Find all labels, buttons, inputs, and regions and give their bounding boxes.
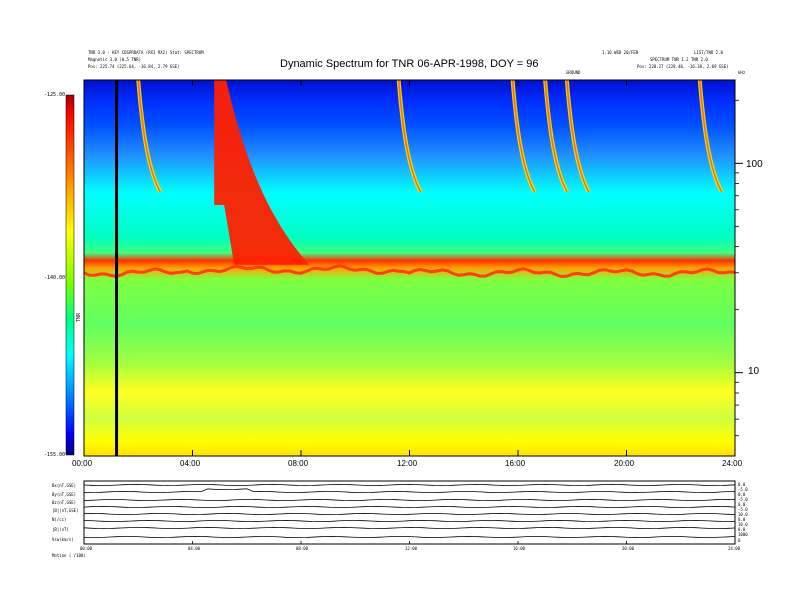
bottom-right-label: 0	[738, 538, 741, 543]
bottom-panel-ticks	[83, 541, 736, 544]
bottom-left-label: Bz(nT,GSE)	[52, 500, 77, 505]
type-iii-burst-core	[698, 79, 723, 193]
bottom-footer: Motion ( /100)	[52, 553, 86, 558]
bottom-right-label: 0.0	[738, 527, 746, 532]
bottom-trace	[83, 512, 736, 516]
bottom-trace	[83, 535, 736, 539]
header-right-position: Pos: 228.27 (228.48, -16.38, 2.69 GSE)	[637, 64, 729, 69]
x-tick-label: 00:00	[72, 459, 93, 468]
strong-burst	[214, 80, 310, 265]
bottom-right-label: 0.0	[738, 502, 746, 507]
bottom-x-tick-label: 20:00	[622, 546, 635, 551]
colorbar-tick: -140.00	[44, 275, 66, 281]
bottom-left-label: |B|(nT)	[52, 527, 69, 532]
header-right-line1: 1.10 WED 20/FEB	[602, 50, 639, 55]
bottom-x-tick-label: 04:00	[188, 546, 201, 551]
x-tick-label: 08:00	[288, 459, 309, 468]
bottom-right-label: -5.0	[738, 507, 748, 512]
spectrogram-features	[83, 79, 736, 456]
bottom-x-tick-label: 00:00	[80, 546, 93, 551]
colorbar-tick: -125.00	[44, 92, 66, 98]
x-axis-ticks	[83, 80, 736, 456]
type-iii-burst-core	[137, 79, 161, 193]
bottom-left-label: Bx(nT,GSE)	[52, 483, 77, 488]
bottom-left-label: |B|(nT,GSE)	[52, 508, 79, 513]
colorbar-label: TNR	[76, 312, 82, 322]
header-right-line2: LIST/TNR 2.0	[694, 50, 723, 55]
type-iii-burst-core	[544, 79, 568, 193]
y-tick-label: 100	[746, 159, 763, 170]
bottom-left-label: N(/cc)	[52, 517, 67, 522]
unit-label: kHz	[738, 70, 746, 75]
bottom-panel-traces	[83, 483, 736, 539]
x-tick-label: 12:00	[397, 459, 418, 468]
type-iii-burst-core	[511, 79, 536, 193]
bottom-right-label: 1000	[738, 532, 748, 537]
x-tick-label: 24:00	[722, 459, 743, 468]
bottom-right-label: 10.0	[738, 512, 748, 517]
colorbar	[65, 94, 75, 456]
bottom-x-tick-label: 12:00	[405, 546, 418, 551]
bottom-panel-frame	[83, 480, 736, 545]
bottom-trace	[83, 505, 736, 509]
y-tick-label: 10	[748, 366, 760, 377]
type-iii-burst-core	[397, 79, 422, 193]
bottom-x-tick-label: 24:00	[728, 546, 741, 551]
x-tick-label: 20:00	[614, 459, 635, 468]
bottom-x-tick-label: 16:00	[513, 546, 526, 551]
bottom-right-label: 10.0	[738, 522, 748, 527]
bottom-right-label: 0.0	[738, 517, 746, 522]
bottom-left-label: By(nT,GSE)	[52, 492, 77, 497]
header-left-line2: Magnetic 3.0 (0.5 TNR)	[88, 57, 141, 62]
bottom-right-label: -5.0	[738, 497, 748, 502]
x-tick-label: 16:00	[505, 459, 526, 468]
bottom-x-tick-label: 08:00	[296, 546, 309, 551]
bottom-right-label: -5.0	[738, 487, 748, 492]
type-iii-burst-core	[566, 79, 590, 193]
bottom-trace	[83, 498, 736, 502]
bottom-trace	[83, 519, 736, 523]
bottom-trace	[83, 526, 736, 530]
bottom-trace	[83, 483, 736, 487]
plasma-line	[83, 264, 736, 279]
spectrogram-background	[84, 80, 735, 456]
header-right-line3: SPECTRUM TNR 1.2 TNR 2.0	[650, 57, 708, 62]
x-tick-label: 04:00	[180, 459, 201, 468]
header-left-position: Pos: 225.74 (225.64, -16.84, 2.79 GSE)	[88, 64, 180, 69]
bottom-right-label: 0.0	[738, 492, 746, 497]
colorbar-tick: -155.00	[44, 452, 66, 458]
bottom-right-label: 0.0	[738, 482, 746, 487]
header-mid-label: GROUND	[566, 70, 581, 75]
header-left-line1: TNR 3.0 - KEY CDSPRDATA (RX1 RX2) Stat: …	[88, 50, 204, 55]
bottom-trace	[83, 488, 736, 494]
y-axis-ticks	[735, 99, 743, 437]
chart-title: Dynamic Spectrum for TNR 06-APR-1998, DO…	[280, 58, 539, 70]
bottom-left-label: Vsw(km/s)	[52, 537, 74, 542]
